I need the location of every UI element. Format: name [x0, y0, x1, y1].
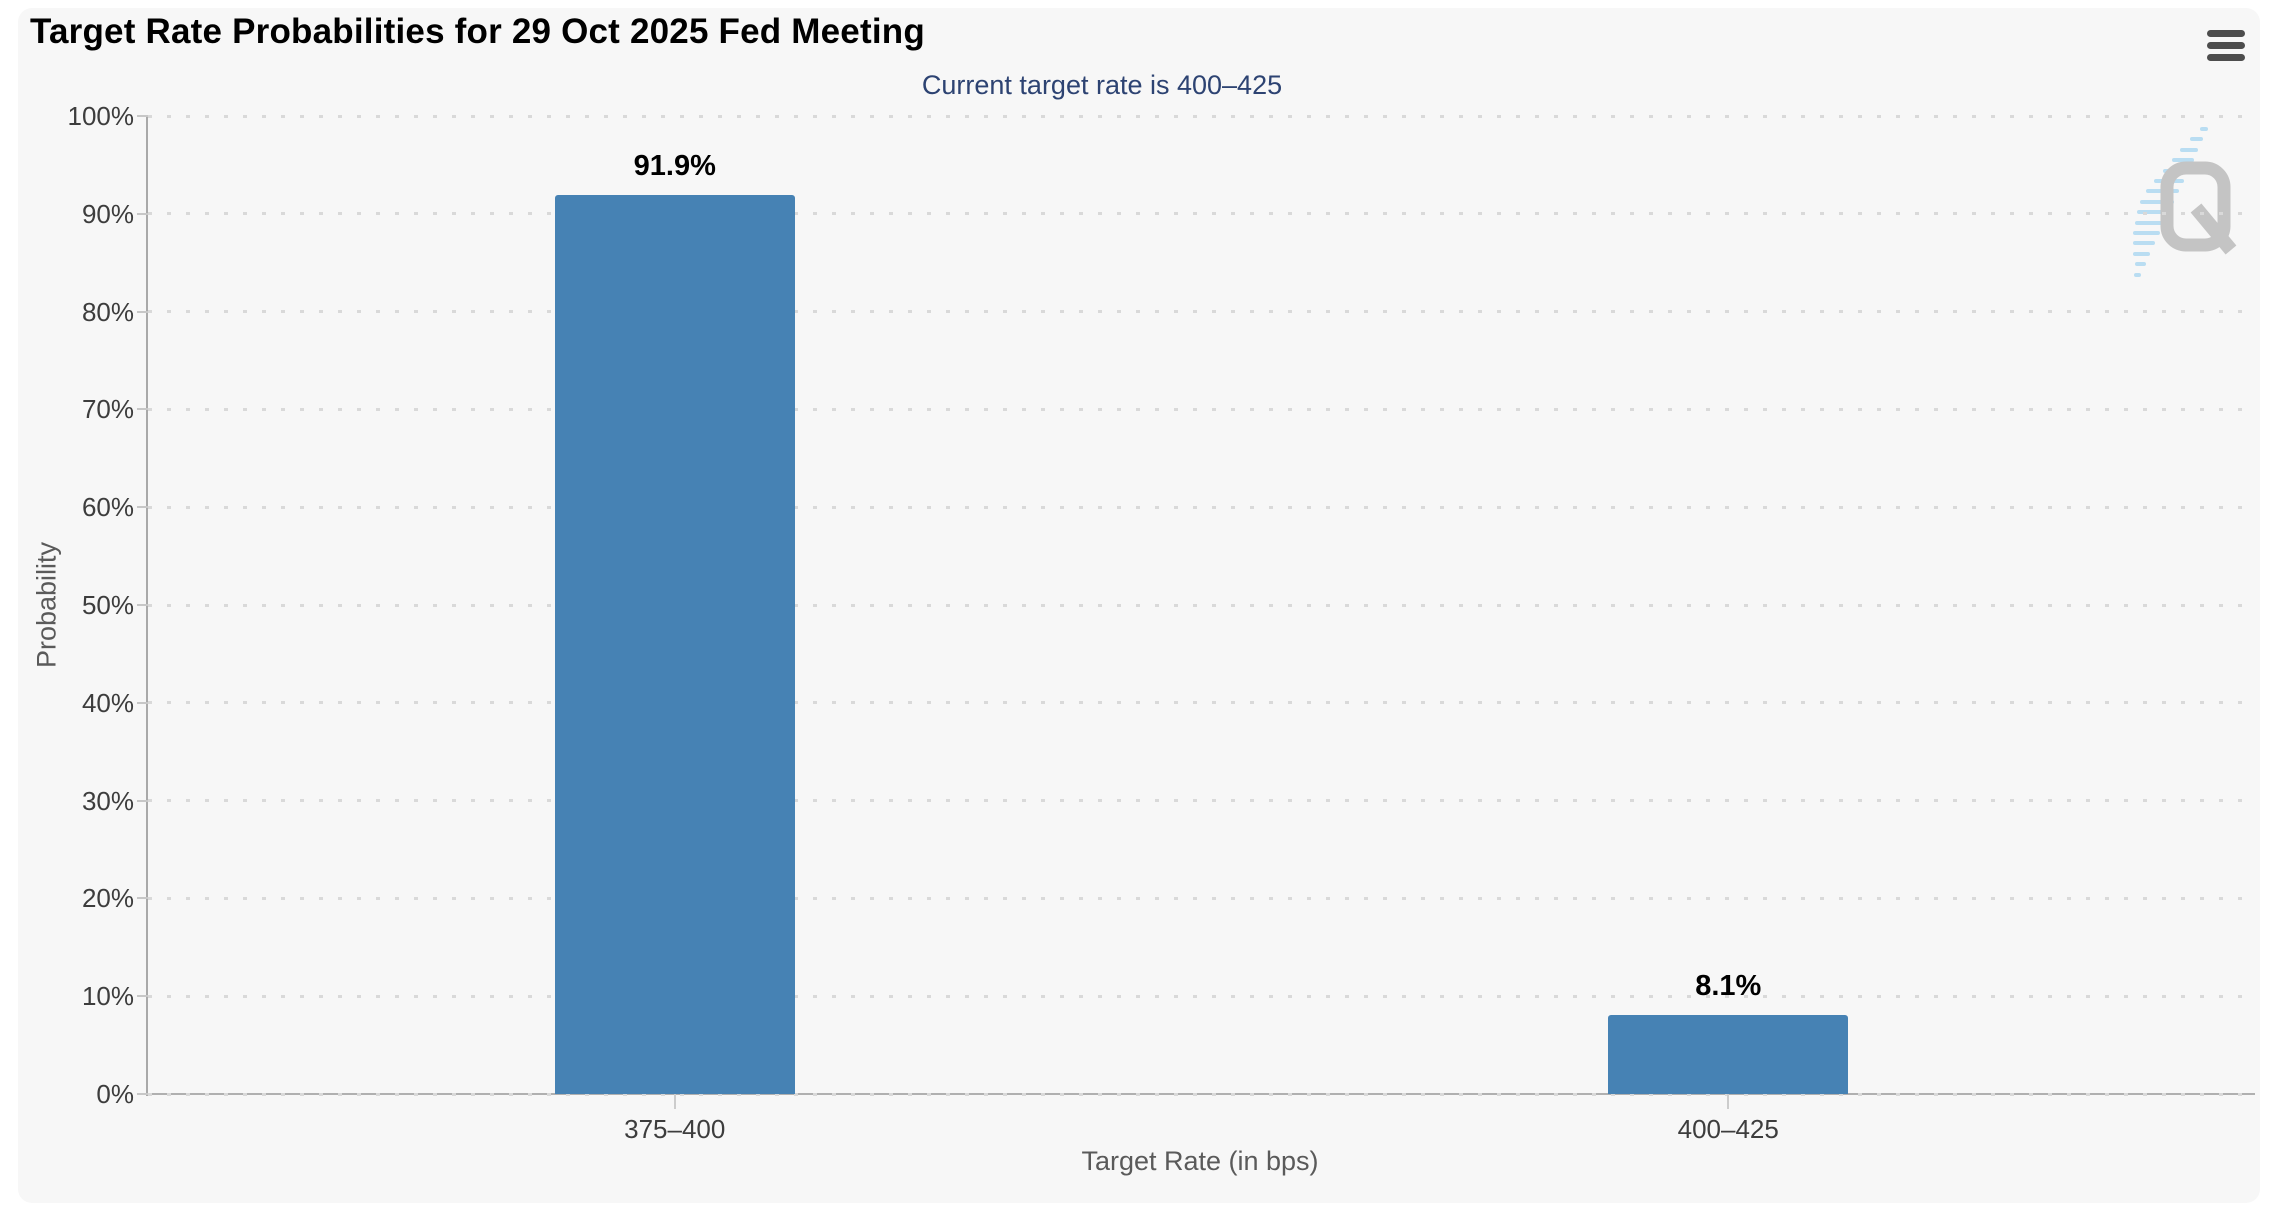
- watermark-dash: [2134, 262, 2146, 267]
- watermark-dash: [2171, 158, 2194, 163]
- y-axis-tick-label: 90%: [81, 198, 134, 229]
- y-axis-tick-label: 20%: [81, 883, 134, 914]
- gridline: [148, 407, 2255, 411]
- gridline: [148, 994, 2255, 998]
- y-axis-tick-label: 40%: [81, 687, 134, 718]
- context-menu-button[interactable]: [2200, 22, 2252, 68]
- watermark-dash: [2180, 147, 2199, 152]
- y-axis-tick: [137, 995, 148, 998]
- x-axis-category-label: 400–425: [1677, 1114, 1779, 1144]
- watermark-dash: [2200, 127, 2208, 131]
- watermark-dash: [2140, 199, 2175, 204]
- y-axis-tick-label: 80%: [81, 296, 134, 327]
- watermark-dash: [2134, 220, 2165, 225]
- y-axis-title: Probability: [31, 541, 62, 669]
- bar-value-label: 8.1%: [1695, 969, 1762, 1002]
- gridline: [148, 1092, 2255, 1096]
- y-axis-tick: [137, 604, 148, 606]
- gridline: [148, 310, 2255, 314]
- watermark-dash: [2133, 251, 2151, 256]
- x-axis-tick: [673, 1094, 676, 1109]
- y-axis-tick-label: 0%: [96, 1079, 134, 1109]
- chart-subtitle: Current target rate is 400–425: [921, 70, 1283, 100]
- y-axis-tick: [137, 897, 148, 900]
- y-axis-tick: [137, 506, 148, 509]
- gridline: [148, 896, 2255, 900]
- gridline: [148, 212, 2255, 216]
- y-axis-tick-label: 60%: [81, 492, 134, 523]
- watermark-dash: [2136, 210, 2170, 215]
- y-axis-tick: [137, 799, 148, 802]
- watermark-dash: [2133, 231, 2160, 235]
- y-axis-tick-label: 100%: [67, 101, 135, 131]
- y-axis-tick: [137, 1093, 148, 1095]
- gridline: [148, 799, 2255, 803]
- x-axis-category-label: 375–400: [624, 1114, 726, 1144]
- y-axis-tick-label: 30%: [81, 785, 134, 816]
- y-axis-line: [146, 116, 148, 1096]
- y-axis-tick-label: 70%: [81, 394, 134, 425]
- watermark-dash: [2190, 137, 2204, 142]
- x-axis-tick: [1727, 1094, 1730, 1109]
- y-axis-tick: [137, 310, 148, 313]
- y-axis-tick: [137, 115, 148, 117]
- y-axis-tick-label: 10%: [81, 981, 134, 1012]
- y-axis-tick: [137, 408, 148, 411]
- bar-400–425[interactable]: [1608, 1014, 1849, 1094]
- bar-value-label: 91.9%: [633, 150, 716, 183]
- watermark-dash: [2133, 272, 2141, 277]
- y-axis-tick-label: 50%: [81, 590, 134, 620]
- watermark-dash: [2133, 241, 2156, 246]
- y-axis-tick: [137, 701, 148, 704]
- y-axis-tick: [137, 212, 148, 215]
- gridline: [148, 114, 2255, 118]
- gridline: [148, 505, 2255, 509]
- chart-title: Target Rate Probabilities for 29 Oct 202…: [30, 12, 925, 51]
- bar-375–400[interactable]: [554, 195, 795, 1094]
- x-axis-title: Target Rate (in bps): [1081, 1146, 1319, 1176]
- gridline: [148, 603, 2255, 607]
- gridline: [148, 701, 2255, 705]
